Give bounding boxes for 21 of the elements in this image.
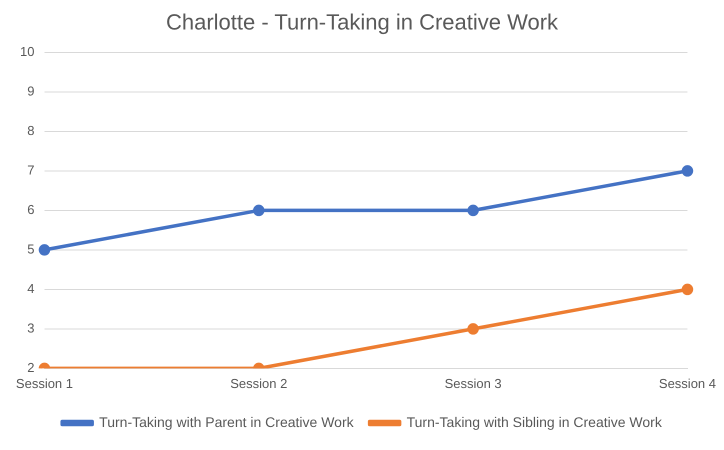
point — [38, 244, 50, 256]
y-tick-label: 5 — [27, 241, 34, 256]
x-tick-label: Session 3 — [444, 376, 502, 391]
point — [253, 204, 265, 216]
y-tick-label: 2 — [27, 360, 34, 375]
legend-label: Turn-Taking with Parent in Creative Work — [99, 414, 355, 430]
y-tick-label: 7 — [27, 162, 34, 178]
y-tick-label: 10 — [20, 44, 34, 59]
legend-label: Turn-Taking with Sibling in Creative Work — [406, 414, 663, 430]
x-tick-label: Session 4 — [658, 376, 716, 391]
point — [682, 284, 694, 296]
x-tick-label: Session 1 — [16, 376, 74, 391]
chart-title: Charlotte - Turn-Taking in Creative Work — [166, 9, 560, 34]
y-tick-label: 8 — [27, 122, 34, 138]
x-tick-label: Session 2 — [230, 376, 288, 391]
point — [682, 165, 694, 177]
y-tick-label: 6 — [27, 202, 34, 217]
point — [467, 204, 479, 216]
y-tick-label: 9 — [27, 83, 34, 98]
y-tick-label: 4 — [27, 280, 34, 296]
y-tick-label: 3 — [27, 320, 34, 336]
